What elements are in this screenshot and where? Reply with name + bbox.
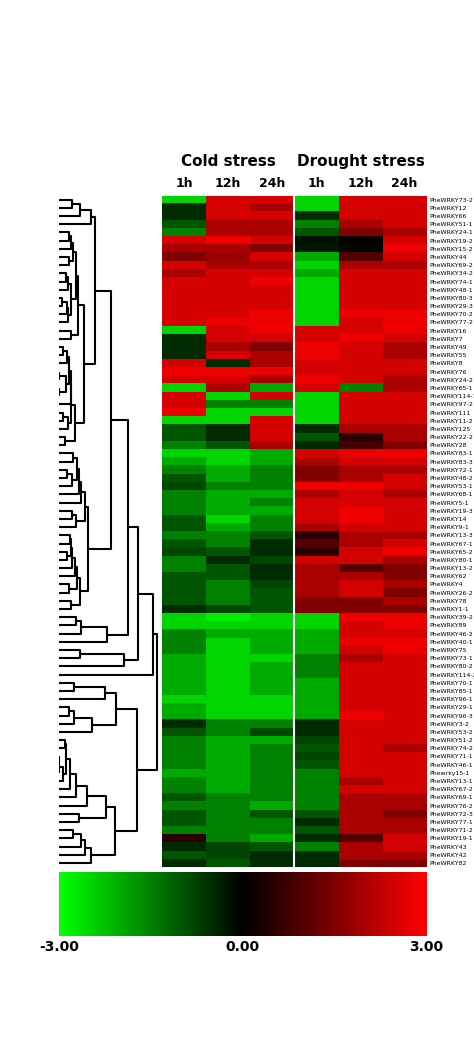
Text: 12h: 12h bbox=[215, 177, 241, 190]
Text: 12h: 12h bbox=[347, 177, 374, 190]
Text: 24h: 24h bbox=[259, 177, 285, 190]
Text: 1h: 1h bbox=[308, 177, 325, 190]
Text: Cold stress: Cold stress bbox=[181, 155, 276, 169]
Text: 1h: 1h bbox=[175, 177, 193, 190]
Text: Drought stress: Drought stress bbox=[297, 155, 424, 169]
Text: 24h: 24h bbox=[392, 177, 418, 190]
